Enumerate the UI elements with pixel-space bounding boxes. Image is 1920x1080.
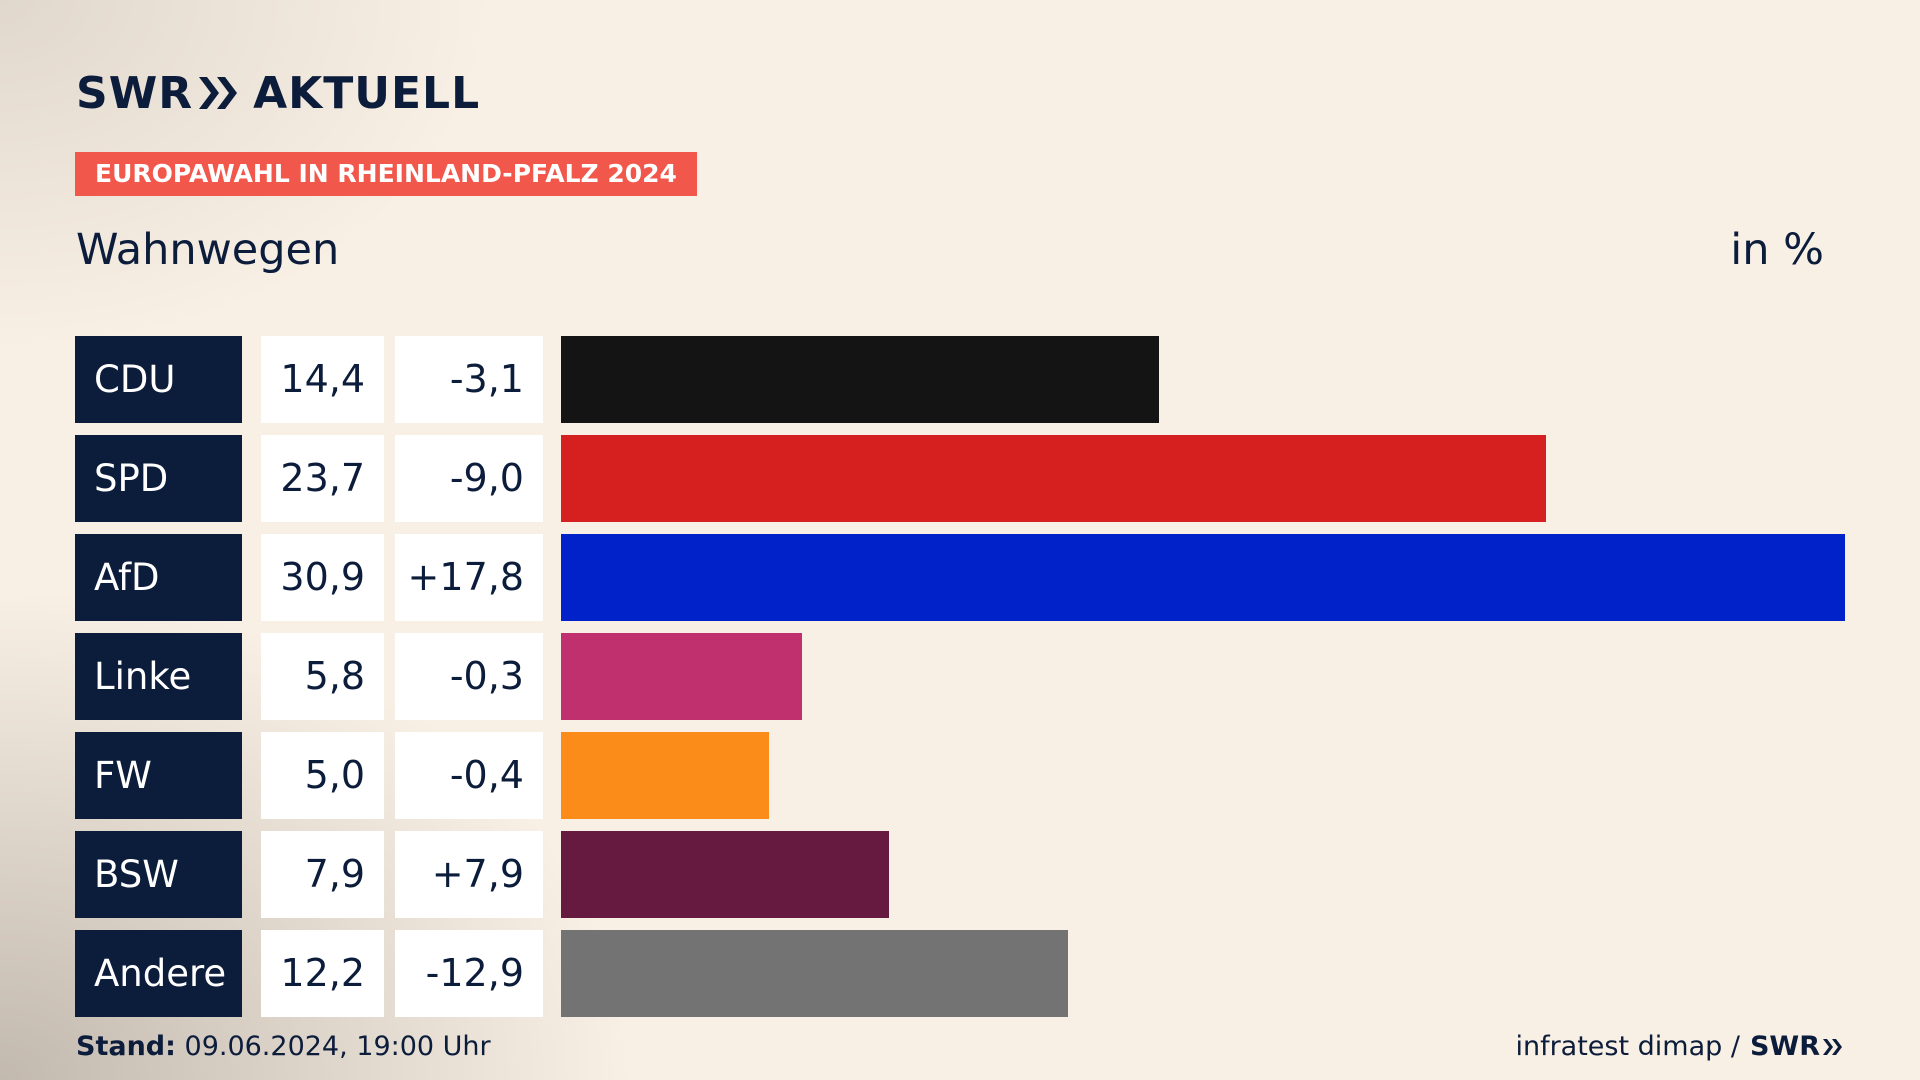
vote-share-label: 5,0 xyxy=(261,732,384,819)
party-label: Linke xyxy=(75,633,242,720)
stand-label: Stand: xyxy=(76,1031,176,1062)
stand-value: 09.06.2024, 19:00 Uhr xyxy=(184,1031,491,1062)
change-label: -12,9 xyxy=(395,930,543,1017)
chart-row: AfD 30,9 +17,8 xyxy=(75,534,1845,621)
election-badge: EUROPAWAHL IN RHEINLAND-PFALZ 2024 xyxy=(75,152,697,196)
change-label: +17,8 xyxy=(395,534,543,621)
chart-row: Andere 12,2 -12,9 xyxy=(75,930,1845,1017)
vote-share-label: 12,2 xyxy=(261,930,384,1017)
vote-share-label: 30,9 xyxy=(261,534,384,621)
vote-share-label: 7,9 xyxy=(261,831,384,918)
change-label: -3,1 xyxy=(395,336,543,423)
vote-share-label: 5,8 xyxy=(261,633,384,720)
place-title: Wahnwegen xyxy=(76,225,340,275)
change-label: -0,4 xyxy=(395,732,543,819)
chart-row: BSW 7,9 +7,9 xyxy=(75,831,1845,918)
change-label: -0,3 xyxy=(395,633,543,720)
change-label: -9,0 xyxy=(395,435,543,522)
logo-aktuell-text: AKTUELL xyxy=(253,67,481,119)
chart-row: Linke 5,8 -0,3 xyxy=(75,633,1845,720)
party-label: AfD xyxy=(75,534,242,621)
double-chevron-icon xyxy=(199,77,238,109)
results-chart: CDU 14,4 -3,1 SPD 23,7 -9,0 AfD 30,9 +17,8 Linke 5… xyxy=(75,336,1845,1029)
result-bar xyxy=(561,435,1546,522)
result-bar xyxy=(561,831,889,918)
result-bar xyxy=(561,534,1845,621)
timestamp: Stand: 09.06.2024, 19:00 Uhr xyxy=(76,1030,491,1064)
result-bar xyxy=(561,930,1068,1017)
result-bar xyxy=(561,633,802,720)
source-brand-text: SWR xyxy=(1749,1031,1820,1062)
source-credit: infratest dimap / SWR xyxy=(1515,1030,1844,1064)
party-label: BSW xyxy=(75,831,242,918)
chart-row: CDU 14,4 -3,1 xyxy=(75,336,1845,423)
swr-aktuell-logo: SWR AKTUELL xyxy=(76,67,481,119)
unit-label: in % xyxy=(1730,225,1824,275)
source-text: infratest dimap / xyxy=(1515,1031,1740,1062)
party-label: SPD xyxy=(75,435,242,522)
double-chevron-icon xyxy=(1823,1039,1842,1055)
vote-share-label: 23,7 xyxy=(261,435,384,522)
party-label: FW xyxy=(75,732,242,819)
chart-row: FW 5,0 -0,4 xyxy=(75,732,1845,819)
party-label: CDU xyxy=(75,336,242,423)
vote-share-label: 14,4 xyxy=(261,336,384,423)
logo-swr-text: SWR xyxy=(76,67,194,119)
result-bar xyxy=(561,732,769,819)
change-label: +7,9 xyxy=(395,831,543,918)
result-bar xyxy=(561,336,1159,423)
chart-row: SPD 23,7 -9,0 xyxy=(75,435,1845,522)
party-label: Andere xyxy=(75,930,242,1017)
source-brand: SWR xyxy=(1750,1030,1844,1064)
